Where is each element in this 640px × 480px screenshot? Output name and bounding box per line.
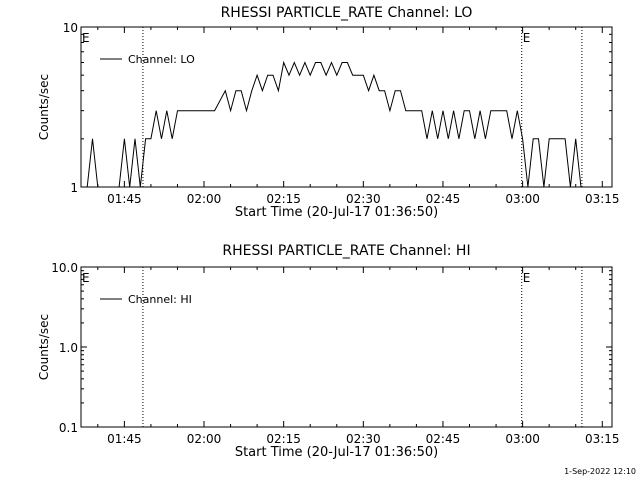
plot-frame — [80, 266, 613, 428]
event-marker-label: E — [523, 31, 531, 45]
x-tick-label: 02:00 — [187, 432, 222, 446]
event-marker-label: E — [82, 271, 90, 285]
y-axis-label: Counts/sec — [37, 314, 51, 380]
x-tick-label: 02:45 — [426, 192, 461, 206]
x-tick-label: 02:30 — [346, 432, 381, 446]
legend-label: Channel: HI — [128, 293, 192, 306]
lo-channel-panel: RHESSI PARTICLE_RATE Channel: LO 01:45 02:… — [37, 5, 620, 220]
y-tick-label: 1 — [70, 181, 78, 195]
event-marker-label: E — [523, 271, 531, 285]
plot-frame — [80, 26, 613, 188]
legend-label: Channel: LO — [128, 53, 195, 66]
x-tick-label: 03:15 — [585, 432, 620, 446]
x-tick-label: 02:30 — [346, 192, 381, 206]
x-tick-label: 02:45 — [426, 432, 461, 446]
x-tick-label: 03:15 — [585, 192, 620, 206]
x-axis-label: Start Time (20-Jul-17 01:36:50) — [235, 445, 438, 460]
chart-title: RHESSI PARTICLE_RATE Channel: LO — [221, 5, 473, 21]
footer-timestamp: 1-Sep-2022 12:10 — [564, 467, 636, 476]
y-tick-label: 0.1 — [59, 421, 78, 435]
x-tick-label: 02:00 — [187, 192, 222, 206]
event-marker-label: E — [82, 31, 90, 45]
series-line — [86, 60, 582, 188]
x-tick-label: 02:15 — [266, 192, 301, 206]
x-tick-label: 02:15 — [266, 432, 301, 446]
chart-title: RHESSI PARTICLE_RATE Channel: HI — [222, 243, 470, 259]
x-axis-label: Start Time (20-Jul-17 01:36:50) — [235, 205, 438, 220]
x-tick-label: 03:00 — [505, 432, 540, 446]
x-tick-label: 01:45 — [107, 432, 142, 446]
hi-channel-panel: RHESSI PARTICLE_RATE Channel: HI 01:45 02:… — [37, 243, 620, 460]
x-tick-label: 03:00 — [505, 192, 540, 206]
y-tick-label: 10.0 — [51, 261, 78, 275]
y-tick-label: 1.0 — [59, 341, 78, 355]
y-axis-label: Counts/sec — [37, 74, 51, 140]
x-tick-label: 01:45 — [107, 192, 142, 206]
y-tick-label: 10 — [63, 21, 78, 35]
